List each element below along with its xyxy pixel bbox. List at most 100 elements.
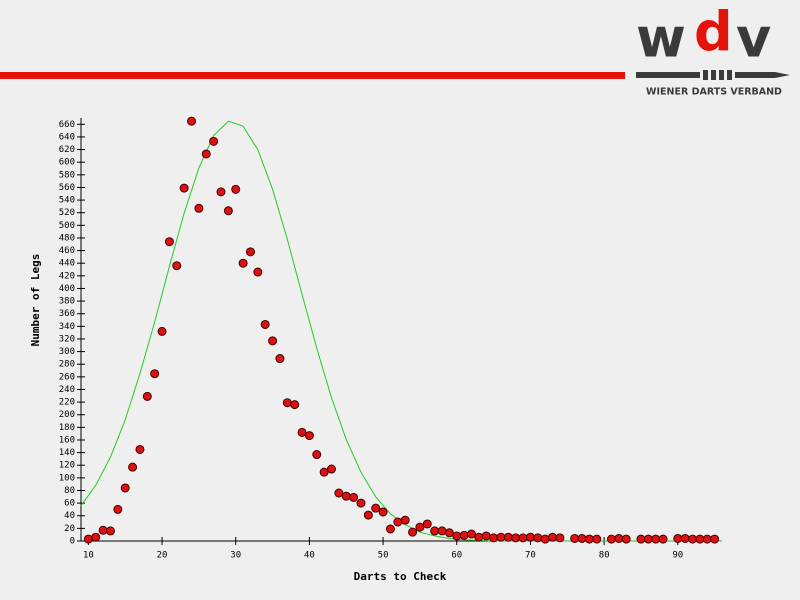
y-tick-label: 300 xyxy=(59,347,75,357)
point xyxy=(481,531,491,541)
point xyxy=(268,336,278,346)
point xyxy=(577,533,587,543)
logo-letter: d xyxy=(694,1,733,64)
y-axis-title: Number of Legs xyxy=(29,254,42,347)
point xyxy=(91,532,101,542)
y-tick-label: 140 xyxy=(59,448,75,458)
point xyxy=(680,533,690,543)
y-tick-label: 460 xyxy=(59,246,75,256)
point xyxy=(415,522,425,532)
x-tick-label: 60 xyxy=(451,551,462,561)
header-bar xyxy=(0,72,625,79)
point xyxy=(688,534,698,544)
point xyxy=(105,526,115,536)
point xyxy=(327,464,337,474)
point xyxy=(135,444,145,454)
x-tick-label: 10 xyxy=(83,551,94,561)
point xyxy=(319,467,329,477)
point xyxy=(437,526,447,536)
point xyxy=(385,524,395,534)
point xyxy=(422,519,432,529)
point xyxy=(444,528,454,538)
point xyxy=(496,532,506,542)
logo-tagline: WIENER DARTS VERBAND xyxy=(646,87,782,98)
point xyxy=(518,533,528,543)
point xyxy=(83,534,93,544)
point xyxy=(511,533,521,543)
point xyxy=(334,488,344,498)
point xyxy=(245,247,255,257)
y-tick-label: 580 xyxy=(59,170,75,180)
point xyxy=(710,534,720,544)
point xyxy=(651,534,661,544)
y-tick-label: 600 xyxy=(59,158,75,168)
point xyxy=(548,532,558,542)
y-tick-label: 240 xyxy=(59,385,75,395)
point xyxy=(606,534,616,544)
point xyxy=(356,498,366,508)
point xyxy=(371,503,381,513)
point xyxy=(673,533,683,543)
point xyxy=(525,532,535,542)
point xyxy=(474,532,484,542)
point xyxy=(584,534,594,544)
y-tick-label: 260 xyxy=(59,372,75,382)
y-tick-label: 40 xyxy=(64,511,75,521)
point xyxy=(142,391,152,401)
point xyxy=(128,462,138,472)
point xyxy=(297,427,307,437)
y-tick-label: 660 xyxy=(59,120,75,130)
point xyxy=(363,510,373,520)
y-tick-label: 200 xyxy=(59,410,75,420)
point xyxy=(98,525,108,535)
x-tick-label: 80 xyxy=(599,551,610,561)
y-tick-label: 100 xyxy=(59,473,75,483)
point xyxy=(253,267,263,277)
point xyxy=(702,534,712,544)
y-tick-label: 20 xyxy=(64,524,75,534)
point xyxy=(503,532,513,542)
point xyxy=(282,398,292,408)
x-tick-label: 90 xyxy=(672,551,683,561)
point xyxy=(695,534,705,544)
y-tick-label: 80 xyxy=(64,486,75,496)
logo-dart xyxy=(636,70,790,80)
point xyxy=(489,533,499,543)
point xyxy=(555,533,565,543)
point xyxy=(459,530,469,540)
point xyxy=(120,483,130,493)
logo-letter: v xyxy=(736,7,771,70)
y-tick-label: 280 xyxy=(59,360,75,370)
point xyxy=(150,369,160,379)
point xyxy=(216,187,226,197)
y-tick-label: 620 xyxy=(59,145,75,155)
point xyxy=(113,504,123,514)
x-tick-label: 50 xyxy=(378,551,389,561)
point xyxy=(164,237,174,247)
point xyxy=(533,533,543,543)
y-tick-label: 560 xyxy=(59,183,75,193)
y-tick-label: 440 xyxy=(59,259,75,269)
y-tick-label: 220 xyxy=(59,398,75,408)
point xyxy=(393,517,403,527)
point xyxy=(408,527,418,537)
point xyxy=(209,136,219,146)
y-tick-label: 540 xyxy=(59,196,75,206)
point xyxy=(430,526,440,536)
point xyxy=(378,507,388,517)
point xyxy=(636,534,646,544)
point xyxy=(452,531,462,541)
x-tick-label: 40 xyxy=(304,551,315,561)
y-tick-label: 360 xyxy=(59,309,75,319)
y-tick-label: 340 xyxy=(59,322,75,332)
point xyxy=(466,529,476,539)
point xyxy=(179,183,189,193)
point xyxy=(172,261,182,271)
point xyxy=(201,149,211,159)
point xyxy=(349,492,359,502)
point xyxy=(540,534,550,544)
point xyxy=(231,184,241,194)
point xyxy=(643,534,653,544)
y-tick-label: 520 xyxy=(59,208,75,218)
